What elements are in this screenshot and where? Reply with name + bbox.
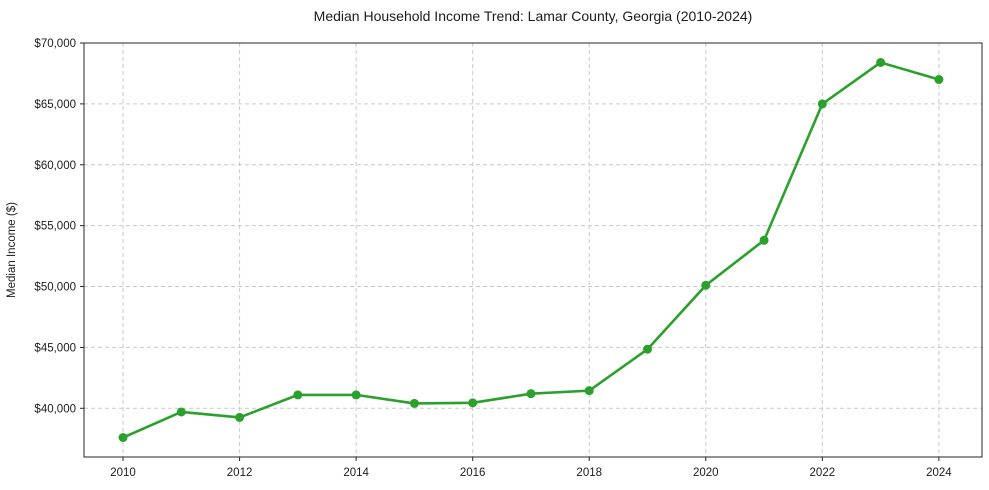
- data-point-2021: [759, 235, 769, 245]
- data-point-2012: [235, 412, 245, 422]
- y-tick-label: $60,000: [34, 160, 76, 172]
- data-point-2018: [584, 386, 594, 396]
- plot-border: [83, 42, 983, 458]
- x-tick-label: 2012: [227, 467, 253, 479]
- y-tick-label: $55,000: [34, 221, 76, 233]
- trend-line: [121, 61, 941, 439]
- data-point-2011: [176, 407, 186, 417]
- series-layer: [118, 57, 944, 443]
- x-tick-label: 2018: [576, 467, 602, 479]
- data-point-2020: [701, 280, 711, 290]
- data-point-2019: [643, 344, 653, 354]
- data-point-2024: [934, 75, 944, 85]
- y-tick-label: $45,000: [34, 342, 76, 354]
- y-axis-title: Median Income ($): [6, 202, 18, 298]
- y-tick-label: $50,000: [34, 282, 76, 294]
- x-tick-label: 2014: [343, 467, 369, 479]
- x-tick-label: 2010: [110, 467, 136, 479]
- x-tick-label: 2024: [926, 467, 952, 479]
- data-point-2013: [293, 390, 303, 400]
- y-tick-label: $70,000: [34, 38, 76, 50]
- x-tick-label: 2022: [810, 467, 836, 479]
- data-point-2023: [876, 57, 886, 67]
- data-point-2016: [468, 398, 478, 408]
- data-point-2022: [817, 99, 827, 109]
- axis-layer: $40,000 $45,000 $50,000 $55,000 $60,000 $65,0…: [34, 38, 983, 479]
- chart-title: Median Household Income Trend: Lamar Cou…: [313, 8, 753, 24]
- data-point-2015: [409, 398, 419, 408]
- data-point-2010: [118, 433, 128, 443]
- y-tick-label: $65,000: [34, 99, 76, 111]
- y-tick-label: $40,000: [34, 403, 76, 415]
- x-tick-label: 2016: [460, 467, 486, 479]
- x-tick-label: 2020: [693, 467, 719, 479]
- data-point-2017: [526, 389, 536, 399]
- data-point-2014: [351, 390, 361, 400]
